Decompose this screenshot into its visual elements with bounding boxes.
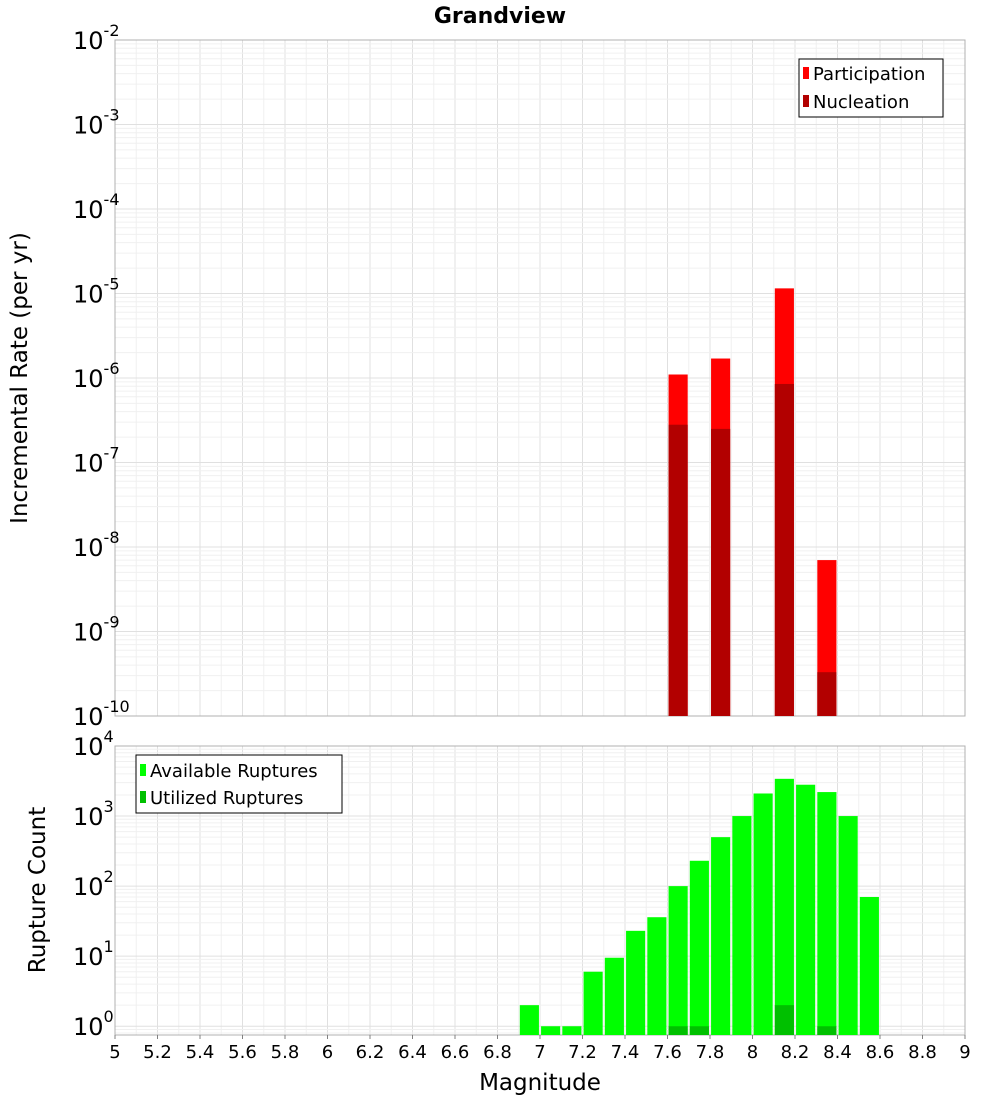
bar-available-ruptures: [859, 896, 879, 1035]
x-tick-label: 8: [747, 1042, 758, 1063]
x-tick-label: 6.2: [356, 1042, 385, 1063]
bottom-panel: 104 103 102 101 100 5 5.2 5.4 5.6 5.8 6 6.2 6.4 6.6 6…: [25, 727, 971, 1096]
x-tick-label: 5.2: [143, 1042, 172, 1063]
x-tick-label: 7.2: [568, 1042, 597, 1063]
x-tick-label: 8.4: [823, 1042, 852, 1063]
x-tick-label: 8.8: [908, 1042, 937, 1063]
x-tick-label: 7.8: [696, 1042, 725, 1063]
y-tick-label: 10-4: [73, 190, 120, 224]
bar-utilized-ruptures: [689, 1026, 709, 1035]
top-y-axis-label: Incremental Rate (per yr): [7, 232, 33, 524]
bar-available-ruptures: [732, 816, 752, 1035]
x-tick-label: 6: [322, 1042, 333, 1063]
bar-available-ruptures: [647, 917, 667, 1035]
y-tick-label: 102: [73, 867, 114, 901]
legend-label-utilized: Utilized Ruptures: [150, 788, 303, 809]
y-tick-label: 101: [73, 937, 114, 971]
x-tick-label: 5.6: [228, 1042, 257, 1063]
y-tick-label: 10-2: [73, 21, 120, 55]
top-legend: Participation Nucleation: [798, 58, 944, 118]
x-tick-label: 7: [534, 1042, 545, 1063]
bar-utilized-ruptures: [668, 1026, 688, 1035]
y-tick-label: 10-6: [73, 359, 120, 393]
x-tick-label: 6.8: [483, 1042, 512, 1063]
bar-available-ruptures: [583, 971, 603, 1035]
y-tick-label: 103: [73, 797, 114, 831]
legend-swatch-participation: [803, 67, 809, 79]
legend-swatch-utilized: [140, 791, 146, 803]
bar-available-ruptures: [711, 837, 731, 1035]
x-tick-label: 7.4: [611, 1042, 640, 1063]
y-tick-label: 100: [73, 1007, 114, 1041]
bar-available-ruptures: [796, 784, 816, 1035]
legend-swatch-available: [140, 764, 146, 776]
bar-available-ruptures: [604, 957, 624, 1035]
top-plot-frame: [114, 39, 966, 717]
x-tick-label: 9: [959, 1042, 970, 1063]
bar-available-ruptures: [541, 1026, 561, 1035]
bottom-y-axis-label: Rupture Count: [25, 807, 51, 973]
bottom-legend-box: [135, 754, 343, 814]
bar-utilized-ruptures: [774, 1005, 794, 1035]
y-tick-label: 10-5: [73, 275, 120, 309]
y-tick-label: 10-3: [73, 106, 120, 140]
bar-nucleation: [774, 383, 794, 716]
bar-available-ruptures: [519, 1005, 539, 1035]
bar-available-ruptures: [626, 930, 646, 1035]
bar-available-ruptures: [838, 816, 858, 1035]
x-axis-label: Magnitude: [479, 1070, 601, 1096]
bar-available-ruptures: [817, 792, 837, 1035]
y-tick-label: 104: [73, 727, 114, 761]
top-bars: [668, 288, 837, 716]
x-tick-label: 5: [109, 1042, 120, 1063]
y-tick-label: 10-10: [73, 697, 130, 731]
bar-available-ruptures: [689, 860, 709, 1035]
top-panel: 10-2 10-3 10-4 10-5 10-6 10-7 10-8 10-9 10-10 In…: [7, 21, 966, 731]
legend-label-nucleation: Nucleation: [813, 92, 909, 113]
bottom-legend: Available Ruptures Utilized Ruptures: [135, 754, 343, 814]
bar-available-ruptures: [668, 886, 688, 1035]
bar-available-ruptures: [753, 793, 773, 1035]
y-tick-label: 10-7: [73, 444, 120, 478]
chart-title: Grandview: [434, 4, 566, 29]
legend-swatch-nucleation: [803, 95, 809, 107]
x-tick-label: 5.8: [271, 1042, 300, 1063]
bar-nucleation: [668, 424, 688, 716]
x-tick-label: 6.6: [441, 1042, 470, 1063]
x-tick-labels: 5 5.2 5.4 5.6 5.8 6 6.2 6.4 6.6 6.8 7 7.2 7.4 7.6 7.8 8…: [109, 1035, 971, 1063]
bar-nucleation: [711, 428, 731, 716]
bottom-bars: [519, 778, 879, 1035]
bar-available-ruptures: [562, 1026, 582, 1035]
top-y-tick-labels: 10-2 10-3 10-4 10-5 10-6 10-7 10-8 10-9 10-10: [73, 21, 130, 731]
legend-label-available: Available Ruptures: [150, 761, 318, 782]
top-legend-box: [798, 58, 944, 118]
bar-utilized-ruptures: [817, 1026, 837, 1035]
top-gridlines: [115, 40, 965, 716]
y-tick-label: 10-8: [73, 528, 120, 562]
bar-available-ruptures: [774, 778, 794, 1035]
y-tick-label: 10-9: [73, 613, 120, 647]
x-tick-label: 8.2: [781, 1042, 810, 1063]
bar-nucleation: [817, 672, 837, 716]
x-tick-label: 8.6: [866, 1042, 895, 1063]
legend-label-participation: Participation: [813, 64, 925, 85]
x-tick-label: 6.4: [398, 1042, 427, 1063]
x-tick-label: 5.4: [186, 1042, 215, 1063]
bottom-y-tick-labels: 104 103 102 101 100: [73, 727, 114, 1041]
x-tick-label: 7.6: [653, 1042, 682, 1063]
